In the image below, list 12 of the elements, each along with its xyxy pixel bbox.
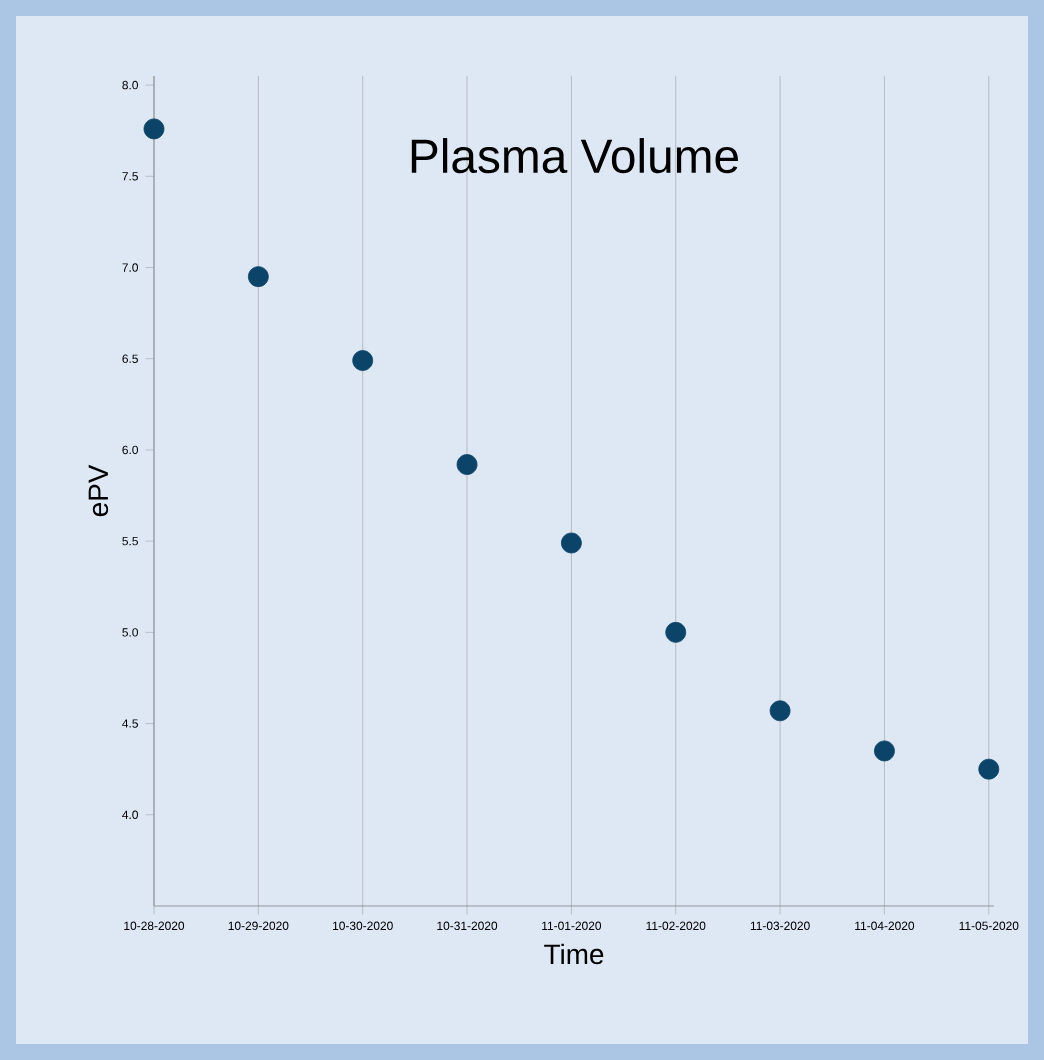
point bbox=[143, 118, 165, 140]
point bbox=[978, 758, 1000, 780]
point bbox=[456, 454, 478, 475]
y-axis-title: ePV bbox=[88, 464, 109, 517]
point bbox=[769, 700, 791, 722]
text: Plasma Volume bbox=[411, 138, 738, 174]
point bbox=[874, 740, 895, 762]
x-axis-title: Time bbox=[544, 943, 604, 965]
point bbox=[247, 266, 269, 288]
point bbox=[560, 532, 582, 554]
point bbox=[352, 350, 374, 371]
point bbox=[665, 621, 687, 643]
